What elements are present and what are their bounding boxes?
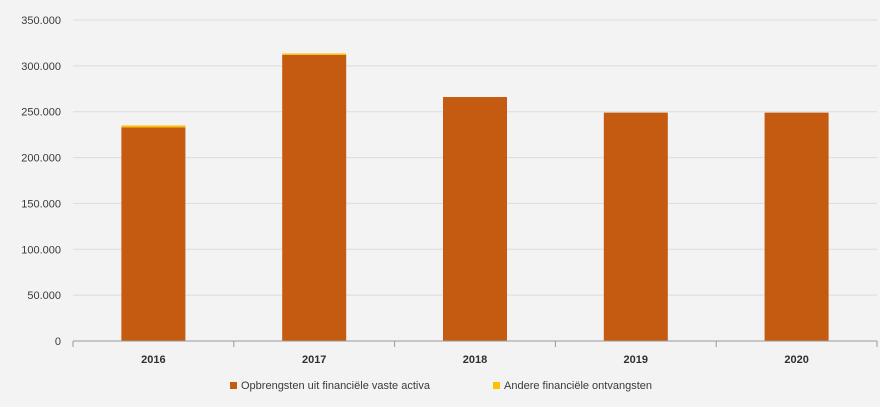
bar-2016-series-1: [121, 127, 186, 341]
x-tick-label: 2020: [784, 354, 808, 366]
y-tick-label: 250.000: [21, 107, 61, 119]
y-axis-tick-labels: 0 50.000 100.000 150.000 200.000 250.000 300.0…: [21, 15, 61, 348]
y-tick-label: 350.000: [21, 15, 61, 27]
y-tick-label: 150.000: [21, 198, 61, 210]
legend-label-series-1: Opbrengsten uit financiële vaste activa: [241, 380, 431, 392]
y-tick-label: 50.000: [27, 290, 61, 302]
legend-label-series-2: Andere financiële ontvangsten: [504, 380, 652, 392]
legend: Opbrengsten uit financiële vaste activa A…: [230, 380, 652, 392]
bar-2018-series-1: [443, 97, 507, 341]
x-axis: [72, 340, 878, 347]
y-tick-label: 0: [55, 336, 61, 348]
x-tick-label: 2017: [302, 354, 326, 366]
bar-2017-series-2: [282, 53, 347, 55]
bar-2016-series-2: [121, 125, 186, 128]
x-tick-label: 2018: [463, 354, 487, 366]
bar-2020-series-1: [764, 112, 829, 341]
x-axis-tick-labels: 2016 2017 2018 2019 2020: [141, 354, 809, 366]
y-tick-label: 200.000: [21, 153, 61, 165]
legend-swatch-series-2: [493, 382, 500, 389]
bar-2019-series-1: [603, 112, 668, 341]
y-tick-label: 100.000: [21, 244, 61, 256]
x-tick-label: 2019: [624, 354, 648, 366]
x-tick-label: 2016: [141, 354, 165, 366]
bar-2017-series-1: [282, 54, 347, 341]
legend-swatch-series-1: [230, 382, 237, 389]
bars: [121, 53, 829, 341]
y-tick-label: 300.000: [21, 61, 61, 73]
